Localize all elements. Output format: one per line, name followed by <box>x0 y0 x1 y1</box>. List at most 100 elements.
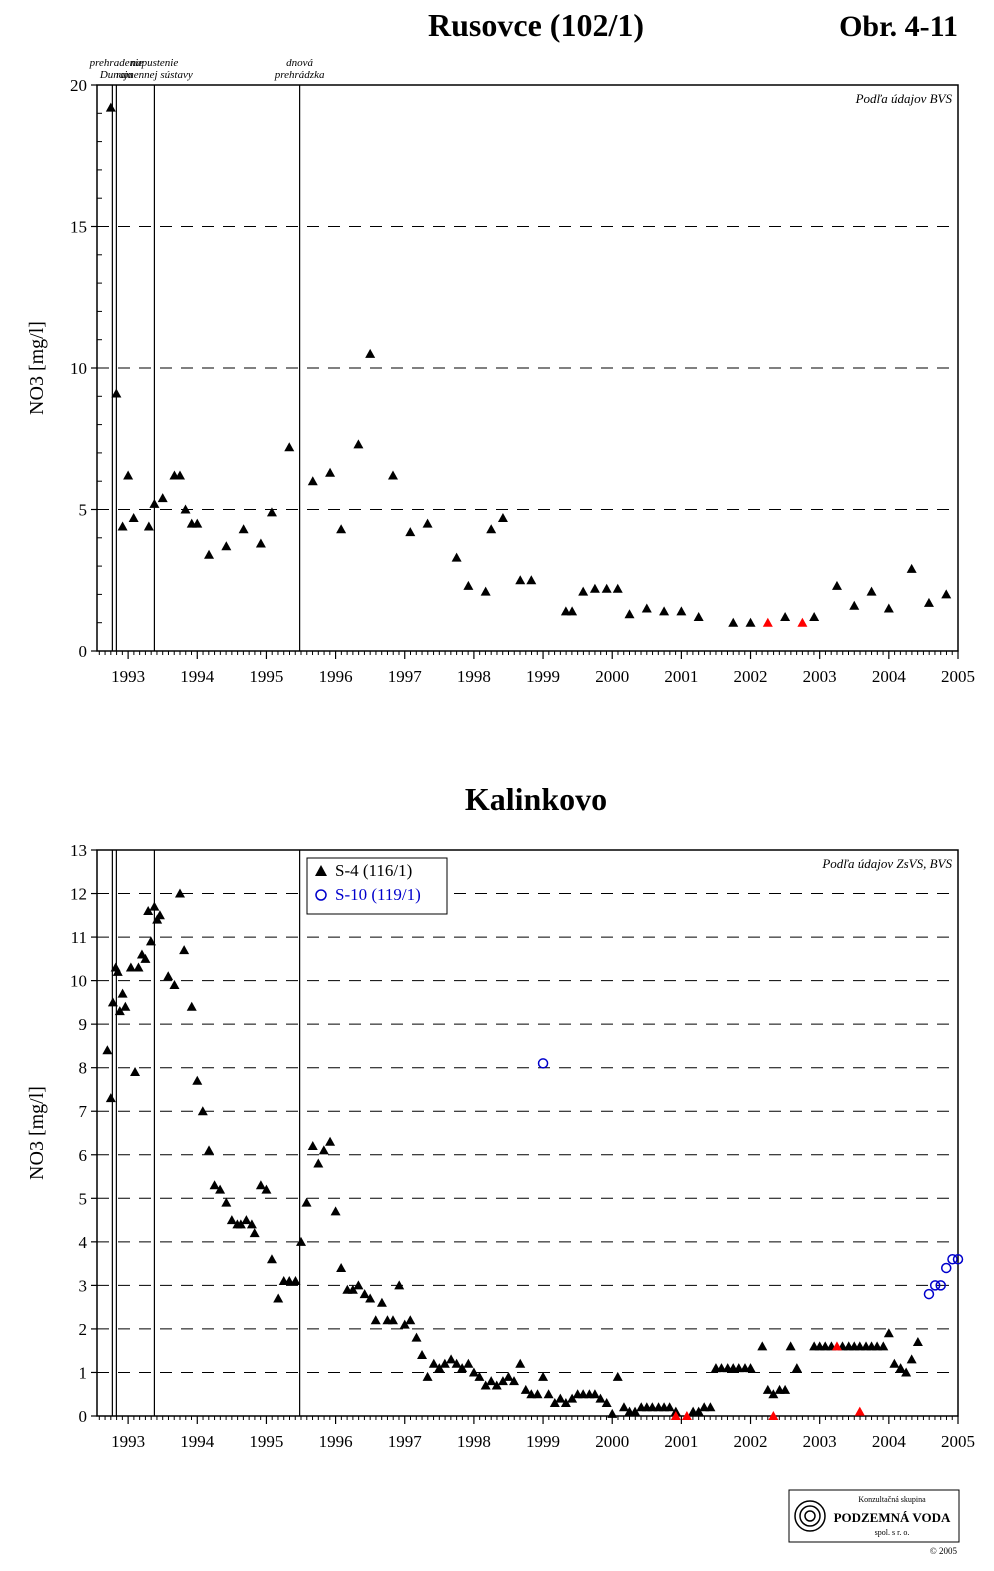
data-point <box>255 1180 266 1190</box>
legend-box <box>306 857 448 915</box>
x-tick-label: 2005 <box>941 667 975 686</box>
data-point <box>480 586 491 596</box>
data-point <box>255 538 266 548</box>
data-point <box>266 507 277 517</box>
data-point <box>117 521 128 531</box>
data-point <box>940 1262 952 1274</box>
y-tick-label: 5 <box>79 501 88 520</box>
logo-line2: PODZEMNÁ VODA <box>834 1510 951 1525</box>
y-tick-label: 11 <box>71 928 87 947</box>
data-point <box>143 521 154 531</box>
data-point <box>497 1376 508 1386</box>
data-point <box>154 910 165 920</box>
y-tick-label: 7 <box>79 1102 88 1121</box>
y-tick-label: 4 <box>79 1233 88 1252</box>
data-point <box>174 888 185 898</box>
data-point <box>394 1280 405 1290</box>
x-tick-label: 1995 <box>249 667 283 686</box>
data-point <box>149 498 160 508</box>
data-point <box>353 439 364 449</box>
plot-frame <box>96 849 959 1417</box>
data-point <box>169 979 180 989</box>
data-point <box>941 589 952 599</box>
data-point <box>376 1297 387 1307</box>
data-point <box>912 1336 923 1346</box>
x-tick-label: 2002 <box>734 667 768 686</box>
data-point <box>117 988 128 998</box>
data-point <box>405 527 416 537</box>
data-point <box>179 945 190 955</box>
data-point <box>474 1371 485 1381</box>
data-point <box>883 1328 894 1338</box>
x-tick-label: 2005 <box>941 1432 975 1451</box>
data-point <box>895 1363 906 1373</box>
data-point <box>659 606 670 616</box>
data-point <box>325 467 336 477</box>
data-point <box>353 1280 364 1290</box>
y-axis-label: NO3 [mg/l] <box>26 1086 48 1180</box>
data-point <box>330 1206 341 1216</box>
x-tick-label: 2003 <box>803 667 837 686</box>
data-point <box>515 575 526 585</box>
data-point <box>365 348 376 358</box>
data-point <box>923 1288 935 1300</box>
data-point <box>567 606 578 616</box>
data-point <box>411 1332 422 1342</box>
y-tick-label: 5 <box>79 1189 88 1208</box>
data-point <box>866 586 877 596</box>
data-point <box>387 470 398 480</box>
data-point <box>192 518 203 528</box>
x-tick-label: 2000 <box>595 1432 629 1451</box>
data-point <box>112 966 123 976</box>
y-axis-label: NO3 [mg/l] <box>26 321 48 415</box>
legend-marker <box>315 889 327 901</box>
data-point <box>693 1406 704 1416</box>
data-point <box>145 936 156 946</box>
data-point <box>618 1402 629 1412</box>
legend-marker <box>315 865 327 876</box>
data-point <box>111 388 122 398</box>
data-point <box>235 1219 246 1229</box>
data-point <box>180 504 191 514</box>
data-point <box>226 1215 237 1225</box>
data-point <box>107 997 118 1007</box>
data-point <box>241 1215 252 1225</box>
data-point <box>209 1180 220 1190</box>
x-tick-label: 1996 <box>319 1432 353 1451</box>
data-point <box>451 1358 462 1368</box>
y-tick-label: 8 <box>79 1059 88 1078</box>
source-note: Podľa údajov ZsVS, BVS <box>821 856 952 871</box>
data-point <box>266 1254 277 1264</box>
data-point <box>105 102 116 112</box>
data-point <box>929 1280 941 1291</box>
data-point <box>133 962 144 972</box>
x-tick-label: 1994 <box>180 667 215 686</box>
data-point <box>878 1341 889 1351</box>
data-point <box>728 617 739 627</box>
data-point <box>163 971 174 981</box>
y-tick-label: 10 <box>70 972 87 991</box>
data-point <box>105 1093 116 1103</box>
data-point <box>468 1367 479 1377</box>
logo-line3: spol. s r. o. <box>875 1528 910 1537</box>
x-tick-label: 2001 <box>664 667 698 686</box>
data-point <box>854 1406 865 1416</box>
data-point <box>261 1184 272 1194</box>
data-point <box>601 583 612 593</box>
logo: Konzultačná skupina PODZEMNÁ VODA spol. … <box>788 1489 960 1556</box>
data-point <box>906 1354 917 1364</box>
data-point <box>497 512 508 522</box>
y-tick-label: 20 <box>70 76 87 95</box>
data-point <box>491 1380 502 1390</box>
data-point <box>532 1389 543 1399</box>
data-point <box>952 1254 964 1265</box>
data-point <box>560 1397 571 1407</box>
y-tick-label: 15 <box>70 218 87 237</box>
data-point <box>307 1141 318 1151</box>
data-point <box>387 1315 398 1325</box>
data-point <box>762 617 773 627</box>
data-point <box>114 1006 125 1016</box>
y-tick-label: 1 <box>79 1363 88 1382</box>
data-point <box>296 1236 307 1246</box>
